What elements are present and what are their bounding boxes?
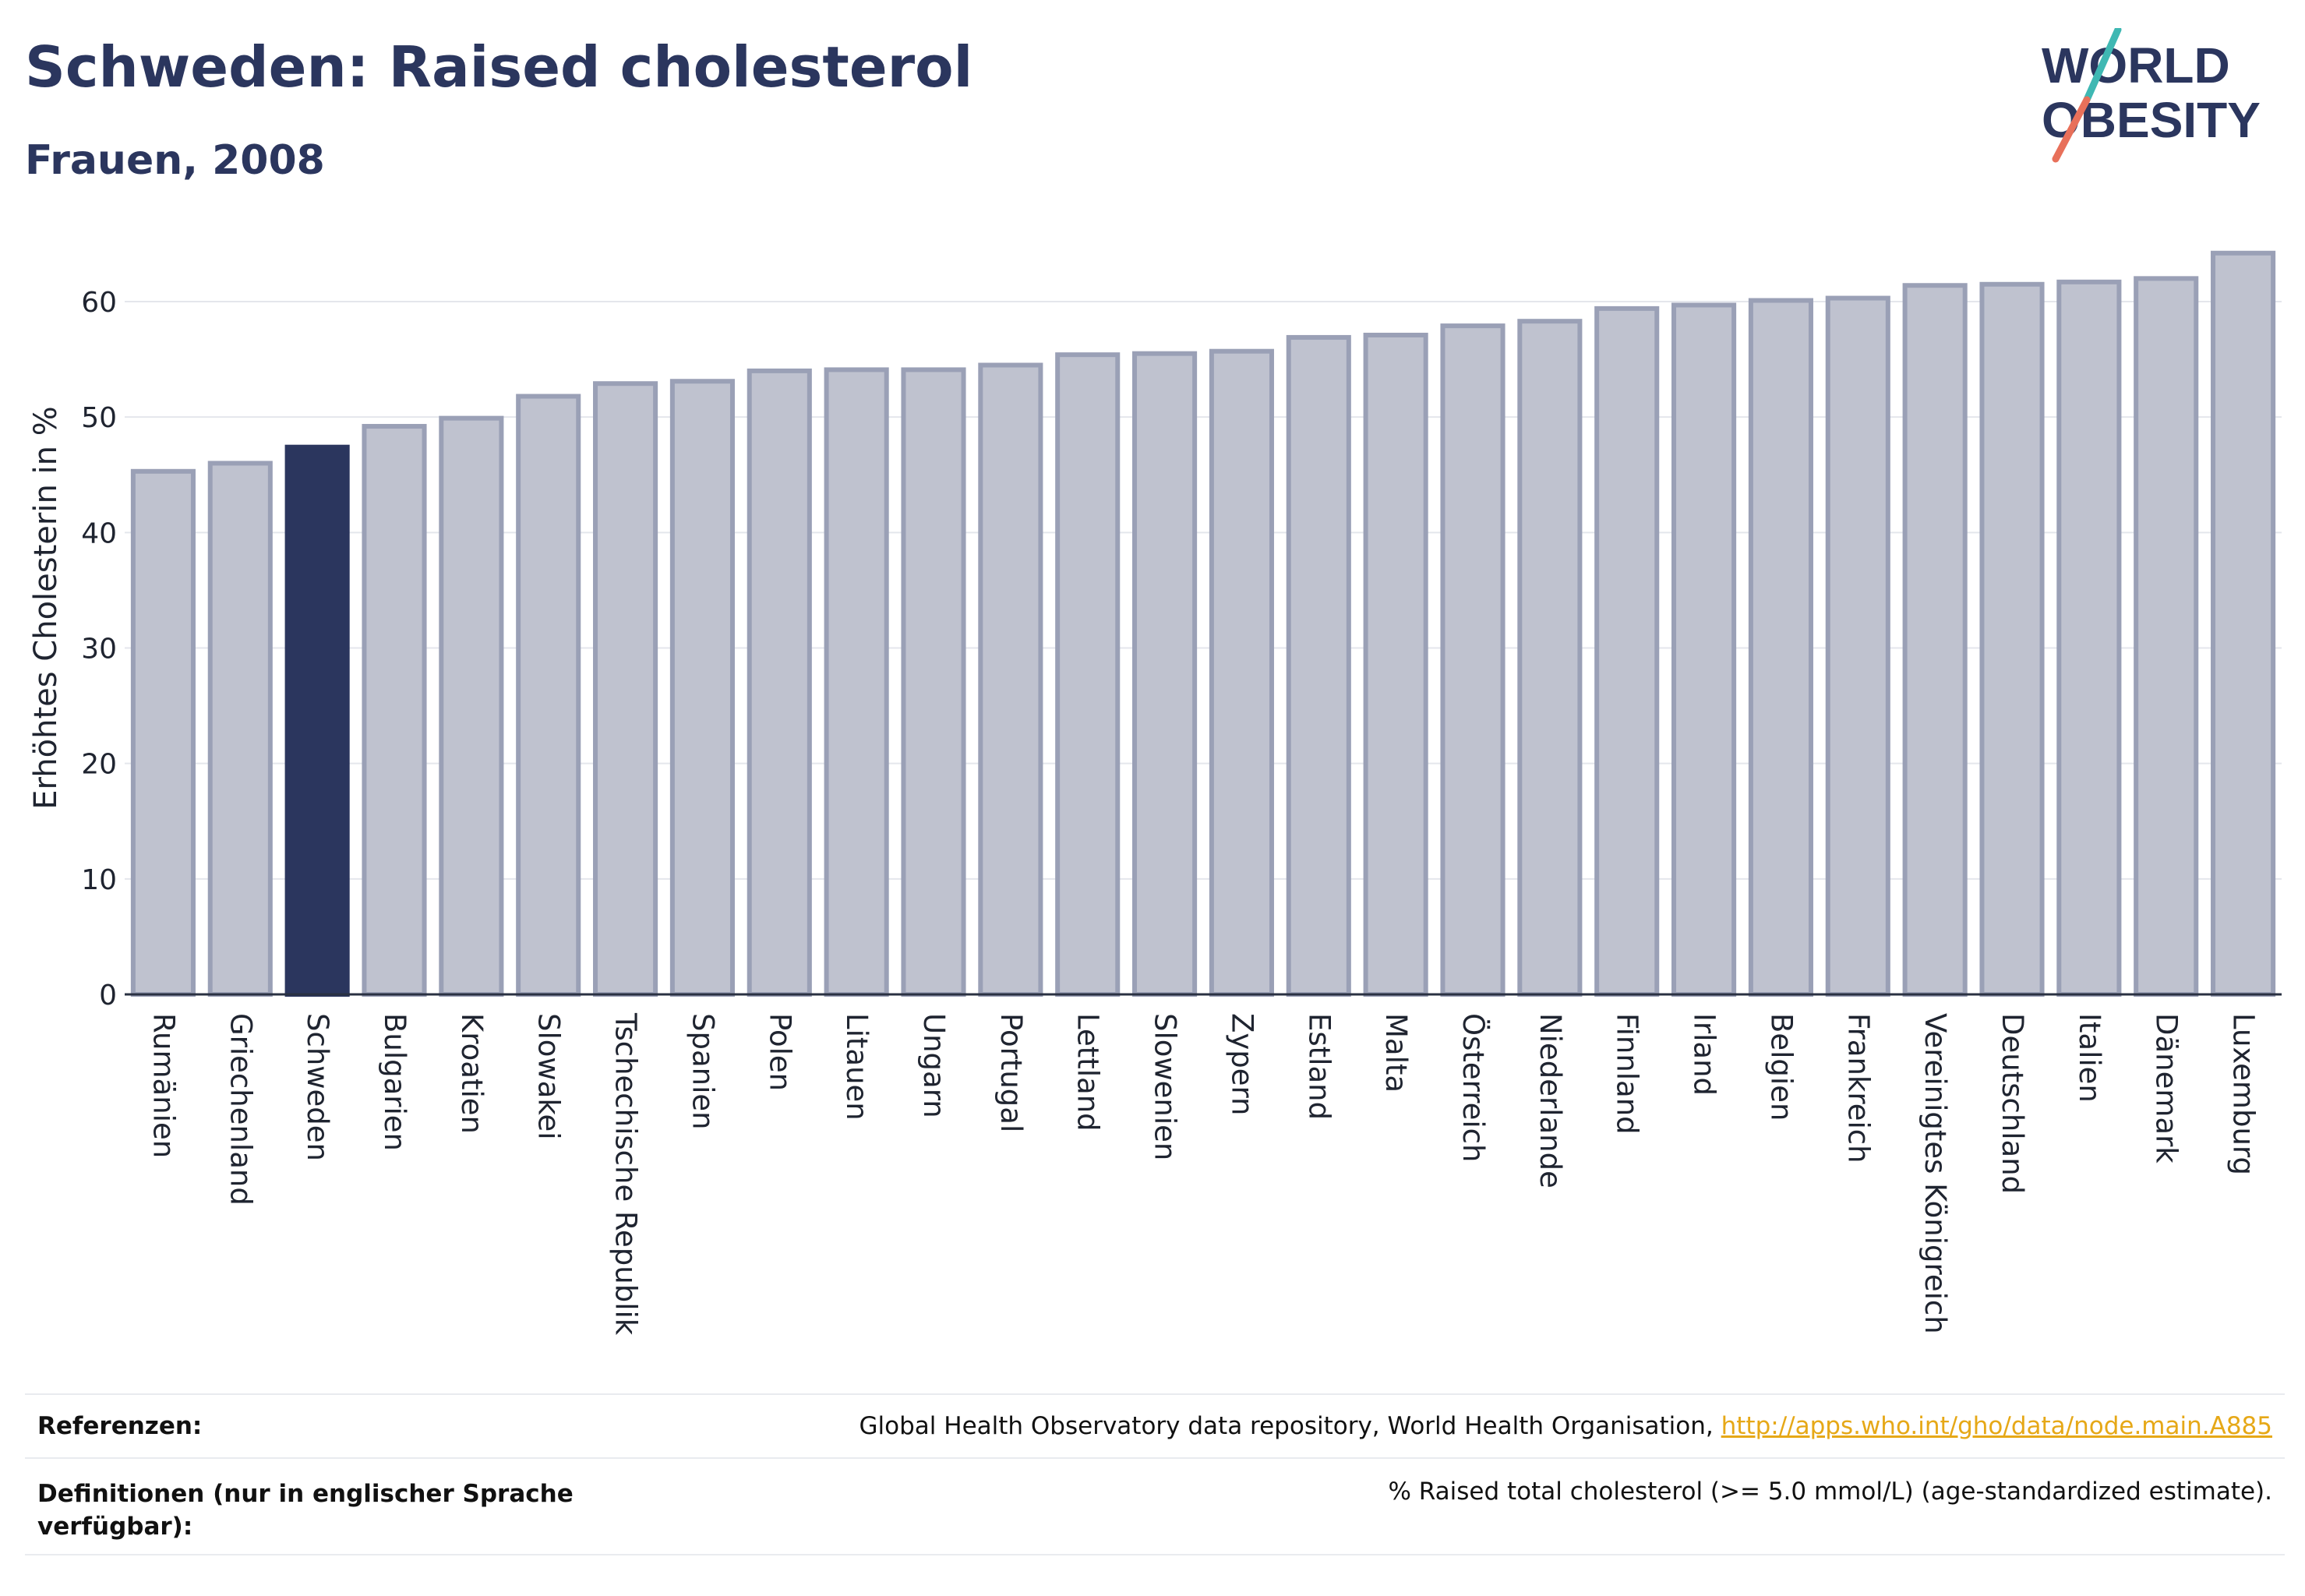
definitions-row: Definitionen (nur in englischer Sprache … xyxy=(25,1478,2285,1548)
bar xyxy=(593,381,658,998)
logo-word-world: WORLD xyxy=(2042,37,2230,94)
x-tick-label: Ungarn xyxy=(917,1013,951,1118)
x-axis-labels: Rumänien Griechenland Schweden Bulgarien Kro… xyxy=(146,1012,2260,1336)
bar xyxy=(1363,332,1428,997)
x-tick-label: Zypern xyxy=(1225,1013,1258,1116)
bar xyxy=(1132,351,1198,997)
y-tick-label: 20 xyxy=(81,749,117,781)
bar xyxy=(439,415,504,997)
x-tick-label: Kroatien xyxy=(455,1013,489,1134)
chart-title: Schweden: Raised cholesterol xyxy=(25,34,973,100)
x-tick-label: Lettland xyxy=(1071,1013,1105,1132)
bars xyxy=(130,250,2276,998)
references-link[interactable]: http://apps.who.int/gho/data/node.main.A… xyxy=(1721,1412,2272,1440)
x-tick-label: Belgien xyxy=(1764,1013,1798,1121)
x-tick-label: Litauen xyxy=(840,1013,874,1121)
bar xyxy=(1902,283,1968,997)
footer-top-rule xyxy=(25,1393,2285,1395)
bar-highlight xyxy=(284,444,350,997)
y-tick-label: 60 xyxy=(81,287,117,319)
bar xyxy=(130,468,196,997)
bar xyxy=(747,368,812,997)
x-tick-label: Irland xyxy=(1688,1013,1721,1096)
references-text: Global Health Observatory data repositor… xyxy=(860,1412,2272,1440)
x-tick-label: Estland xyxy=(1302,1013,1336,1120)
bar xyxy=(1286,334,1351,998)
bar xyxy=(1517,319,1583,997)
x-tick-label: Slowenien xyxy=(1149,1013,1182,1160)
bar xyxy=(2056,279,2122,998)
x-tick-label: Niederlande xyxy=(1534,1013,1567,1188)
bar xyxy=(1209,348,1274,997)
x-tick-label: Spanien xyxy=(686,1013,719,1130)
bar xyxy=(669,379,735,997)
x-tick-label: Griechenland xyxy=(224,1013,257,1206)
x-tick-label: Tschechische Republik xyxy=(609,1012,643,1336)
x-tick-label: Polen xyxy=(763,1013,796,1091)
y-axis-ticks: 0 10 20 30 40 50 60 xyxy=(81,287,117,1012)
references-row: Referenzen: Global Health Observatory da… xyxy=(25,1412,2285,1451)
bar xyxy=(1748,298,1813,998)
world-obesity-logo: WORLD OBESITY xyxy=(2042,28,2261,163)
bar xyxy=(2134,276,2199,998)
x-tick-label: Schweden xyxy=(301,1013,334,1161)
definitions-label: Definitionen (nur in englischer Sprache … xyxy=(37,1480,574,1541)
bar xyxy=(824,367,889,997)
x-tick-label: Malta xyxy=(1379,1013,1413,1093)
bar xyxy=(362,424,427,997)
x-tick-label: Portugal xyxy=(994,1013,1028,1132)
x-tick-label: Bulgarien xyxy=(378,1013,411,1151)
x-tick-label: Italien xyxy=(2073,1013,2106,1103)
y-tick-label: 50 xyxy=(81,402,117,434)
references-label: Referenzen: xyxy=(37,1412,203,1440)
chart-subtitle: Frauen, 2008 xyxy=(25,137,325,184)
bar xyxy=(1055,352,1121,997)
x-tick-label: Rumänien xyxy=(146,1013,180,1158)
y-axis-label: Erhöhtes Cholesterin in % xyxy=(28,406,64,809)
bar xyxy=(1979,281,2045,997)
x-tick-label: Vereinigtes Königreich xyxy=(1918,1013,1952,1334)
y-tick-label: 0 xyxy=(99,980,117,1012)
bar xyxy=(1825,295,1890,997)
y-tick-label: 30 xyxy=(81,634,117,666)
bar xyxy=(207,461,273,997)
bar xyxy=(1594,305,1660,997)
bar xyxy=(1671,302,1737,997)
x-tick-label: Frankreich xyxy=(1841,1013,1875,1163)
y-tick-label: 40 xyxy=(81,517,117,549)
x-tick-label: Slowakei xyxy=(532,1013,566,1140)
x-tick-label: Österreich xyxy=(1456,1013,1490,1162)
definitions-text: % Raised total cholesterol (>= 5.0 mmol/… xyxy=(1388,1478,2272,1506)
references-source: Global Health Observatory data repositor… xyxy=(859,1412,1721,1440)
bar xyxy=(2211,250,2276,997)
bar xyxy=(978,362,1043,998)
bar xyxy=(516,394,581,998)
x-tick-label: Luxemburg xyxy=(2227,1013,2261,1175)
y-tick-label: 10 xyxy=(81,864,117,896)
bar-chart: 0 10 20 30 40 50 60 Rumänien Griechenland Schwed… xyxy=(28,250,2282,1336)
footer-bottom-rule xyxy=(25,1554,2285,1555)
x-tick-label: Finnland xyxy=(1611,1013,1644,1135)
x-tick-label: Dänemark xyxy=(2150,1013,2183,1163)
x-tick-label: Deutschland xyxy=(1996,1013,2029,1194)
footer-middle-rule xyxy=(25,1457,2285,1459)
bar xyxy=(1440,323,1505,997)
bar xyxy=(901,367,966,997)
